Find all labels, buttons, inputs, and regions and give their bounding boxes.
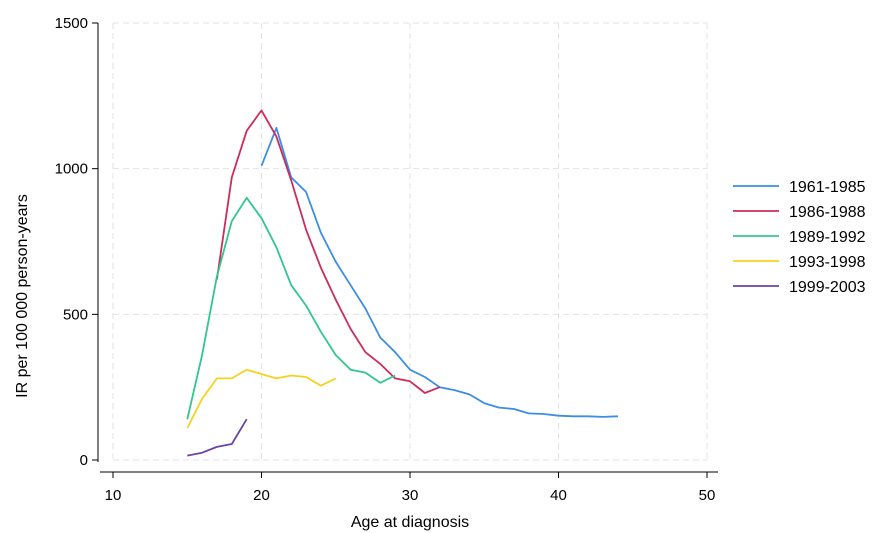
series-line-1986-1988 [216,109,441,394]
legend-label: 1989-1992 [789,229,866,246]
x-tick-label: 10 [105,487,122,504]
y-tick-label: 0 [80,452,88,469]
legend: 1961-1985 1986-1988 1989-1992 1993-1998 1999… [733,179,866,296]
series-line-1961-1985 [260,127,618,418]
y-axis-title: IR per 100 000 person-years [14,194,31,398]
x-tick-label: 40 [550,487,567,504]
y-tick-label: 500 [63,306,88,323]
x-axis-title: Age at diagnosis [351,514,469,531]
x-tick-label: 20 [253,487,270,504]
x-tick-label: 30 [402,487,419,504]
grid [112,22,708,461]
plot-area [186,109,618,457]
series-line-1989-1992 [186,196,396,420]
legend-label: 1961-1985 [789,179,866,196]
series-line-1993-1998 [186,368,337,429]
legend-label: 1986-1988 [789,204,866,221]
series-line-1999-2003 [187,418,248,457]
y-tick-label: 1000 [55,161,88,178]
axes: 0 500 1000 1500 10 20 30 40 50 [55,15,718,504]
legend-label: 1999-2003 [789,279,866,296]
x-tick-label: 50 [699,487,716,504]
y-tick-label: 1500 [55,15,88,32]
legend-label: 1993-1998 [789,254,866,271]
